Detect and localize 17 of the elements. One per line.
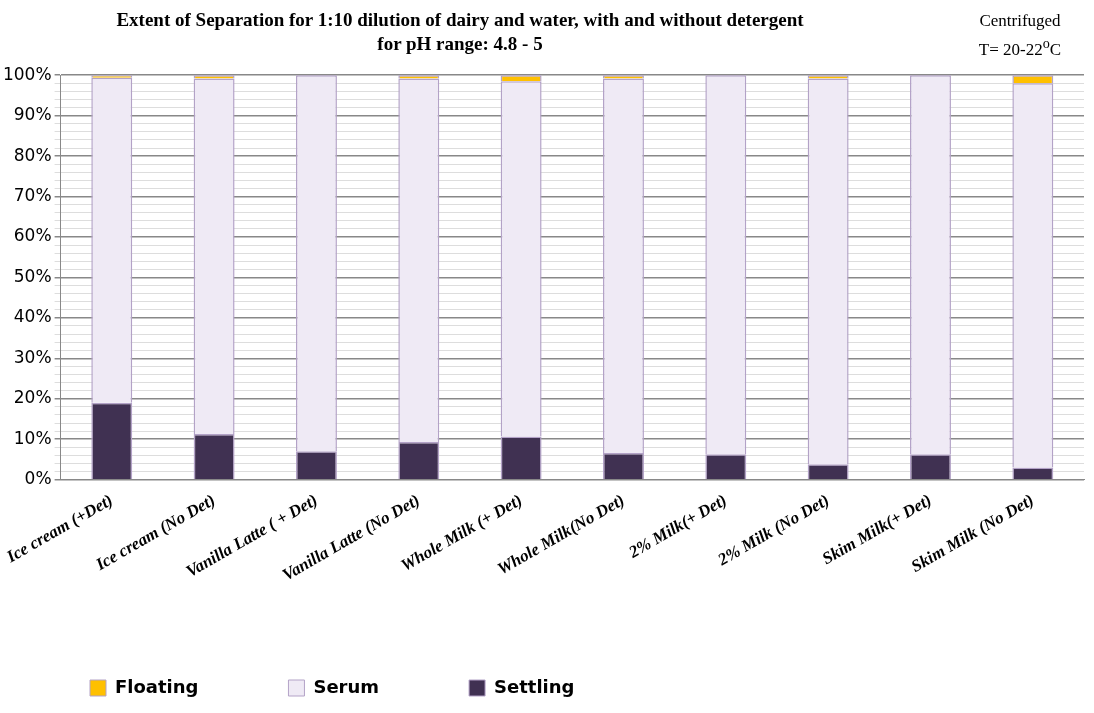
y-tick-label: 30% — [13, 346, 52, 367]
legend-label: Floating — [115, 675, 199, 697]
text: T= 20-22$^{o}$C — [977, 34, 1063, 61]
y-tick-label: 20% — [13, 387, 52, 408]
y-tick-label: 60% — [13, 225, 52, 246]
y-tick-label: 70% — [13, 184, 52, 205]
y-tick-label: 80% — [13, 144, 52, 165]
y-tick-label: 100% — [2, 63, 52, 84]
chart-title: Extent of Separation for 1:10 dilution of dairy and water, with and without detergent for pH range: 4.8 - 5 — [115, 8, 805, 56]
text: Centrifuged — [978, 10, 1062, 32]
legend-label: Settling — [494, 675, 575, 697]
y-tick-label: 90% — [13, 104, 52, 125]
y-tick-label: 10% — [13, 427, 52, 448]
y-tick-label: 0% — [24, 468, 52, 489]
y-tick-label: 40% — [13, 306, 52, 327]
y-tick-label: 50% — [13, 265, 52, 286]
legend-label: Serum — [313, 675, 380, 697]
